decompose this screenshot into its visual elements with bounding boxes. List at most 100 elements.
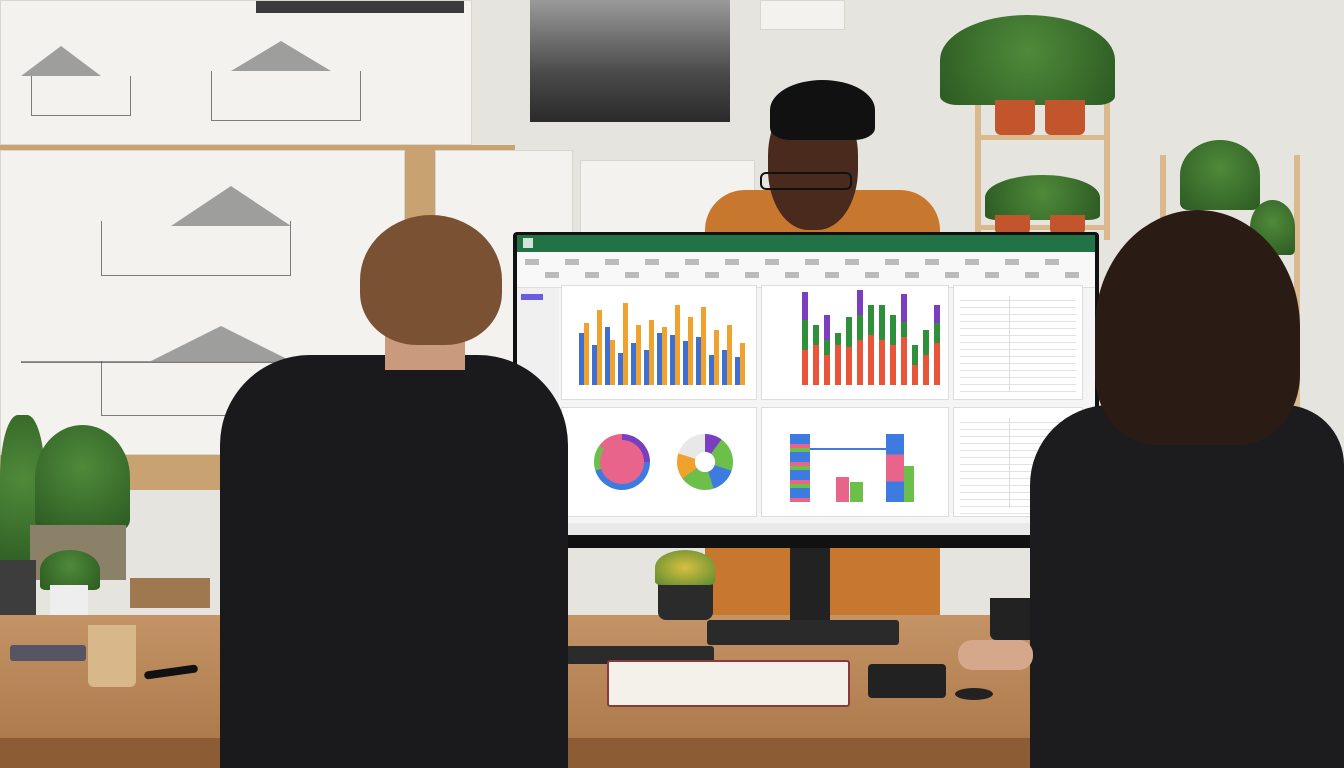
seated-woman-jacket: [1030, 405, 1344, 768]
chart-bar: [813, 325, 819, 345]
seated-woman-hair: [1095, 210, 1300, 445]
chart-bar: [835, 345, 841, 385]
table-row: [960, 384, 1076, 385]
chart-bar: [605, 327, 610, 385]
chart-bar: [675, 305, 680, 385]
table-row: [960, 436, 1076, 437]
chart-bar: [879, 340, 885, 385]
chart-bar: [857, 290, 863, 315]
ribbon-toolbar[interactable]: [517, 252, 1095, 288]
table-row: [960, 335, 1076, 336]
chart-bar: [802, 350, 808, 385]
chart-bar: [824, 315, 830, 340]
chart-bar: [790, 434, 810, 502]
ribbon-icon: [1065, 272, 1079, 278]
table-row: [960, 471, 1076, 472]
chart-bar: [657, 333, 662, 385]
chart-bar: [813, 345, 819, 385]
ribbon-icon: [705, 272, 719, 278]
monitor-stand: [790, 545, 830, 625]
ribbon-icon: [765, 259, 779, 265]
ribbon-icon: [605, 259, 619, 265]
table-row: [960, 356, 1076, 357]
chart-bar: [868, 305, 874, 335]
spreadsheet-icon: [523, 238, 533, 248]
chart-bar: [824, 355, 830, 385]
table-column-divider: [1009, 296, 1010, 391]
chart-bar: [901, 337, 907, 385]
chart-bar: [618, 353, 623, 385]
chart-bar: [934, 323, 940, 343]
chart-bar: [912, 365, 918, 385]
chart-bar: [912, 345, 918, 365]
ribbon-icon: [525, 259, 539, 265]
plant-shelf: [975, 90, 1110, 240]
plant-pot: [1045, 100, 1085, 135]
chart-bar: [901, 294, 907, 322]
chart-bar: [644, 350, 649, 385]
monitor-base: [707, 620, 899, 645]
ribbon-icon: [545, 272, 559, 278]
chart-bar: [670, 335, 675, 385]
table-row: [960, 363, 1076, 364]
table-row: [960, 314, 1076, 315]
chart-bar: [846, 317, 852, 347]
table-panel-1: [953, 285, 1083, 400]
phone: [10, 645, 86, 661]
sidebar-selected-item[interactable]: [521, 294, 543, 300]
chart-bar: [649, 320, 654, 385]
chart-bar: [904, 466, 914, 502]
standing-person-hair: [770, 80, 875, 140]
chart-bar: [857, 315, 863, 340]
ribbon-icon: [625, 272, 639, 278]
chart-bar: [727, 325, 732, 385]
table-row: [960, 391, 1076, 392]
plant: [985, 175, 1100, 220]
table-row: [960, 321, 1076, 322]
ribbon-icon: [645, 259, 659, 265]
donut-chart-2: [677, 434, 733, 490]
ribbon-icon: [725, 259, 739, 265]
chart-bar: [722, 350, 727, 385]
ribbon-icon: [845, 259, 859, 265]
plant: [655, 550, 715, 585]
chart-bar: [886, 434, 904, 502]
chart-bar: [592, 345, 597, 385]
chart-bar: [714, 330, 719, 385]
chart-bar: [709, 355, 714, 385]
chart-bar: [836, 477, 849, 502]
chart-bar: [923, 330, 929, 355]
chart-bar: [835, 333, 841, 345]
trend-line: [810, 448, 890, 450]
ribbon-icon: [1045, 259, 1059, 265]
wood-box: [130, 578, 210, 608]
chart-bar: [934, 343, 940, 385]
chart-bar: [683, 341, 688, 385]
plant: [35, 425, 130, 530]
plant-pot: [995, 215, 1030, 235]
ribbon-icon: [925, 259, 939, 265]
table-row: [960, 422, 1076, 423]
mouse: [955, 688, 993, 700]
chart-bar: [850, 482, 863, 502]
table-row: [960, 513, 1076, 514]
ribbon-icon: [865, 272, 879, 278]
chart-bar: [934, 305, 940, 323]
ribbon-icon: [945, 272, 959, 278]
ribbon-icon: [1005, 259, 1019, 265]
ribbon-icon: [665, 272, 679, 278]
chart-bar: [696, 337, 701, 385]
small-plant-desk: [658, 580, 713, 620]
sketch-poster-main: [0, 150, 405, 455]
monitor: [513, 232, 1099, 548]
ribbon-icon: [685, 259, 699, 265]
chart-bar: [597, 310, 602, 385]
small-photo: [760, 0, 845, 30]
ribbon-icon: [565, 259, 579, 265]
chart-bar: [857, 340, 863, 385]
table-row: [960, 342, 1076, 343]
table-row: [960, 349, 1076, 350]
sheet-tabs[interactable]: [517, 523, 1095, 535]
table-column-divider: [1009, 418, 1010, 508]
chart-bar: [923, 355, 929, 385]
